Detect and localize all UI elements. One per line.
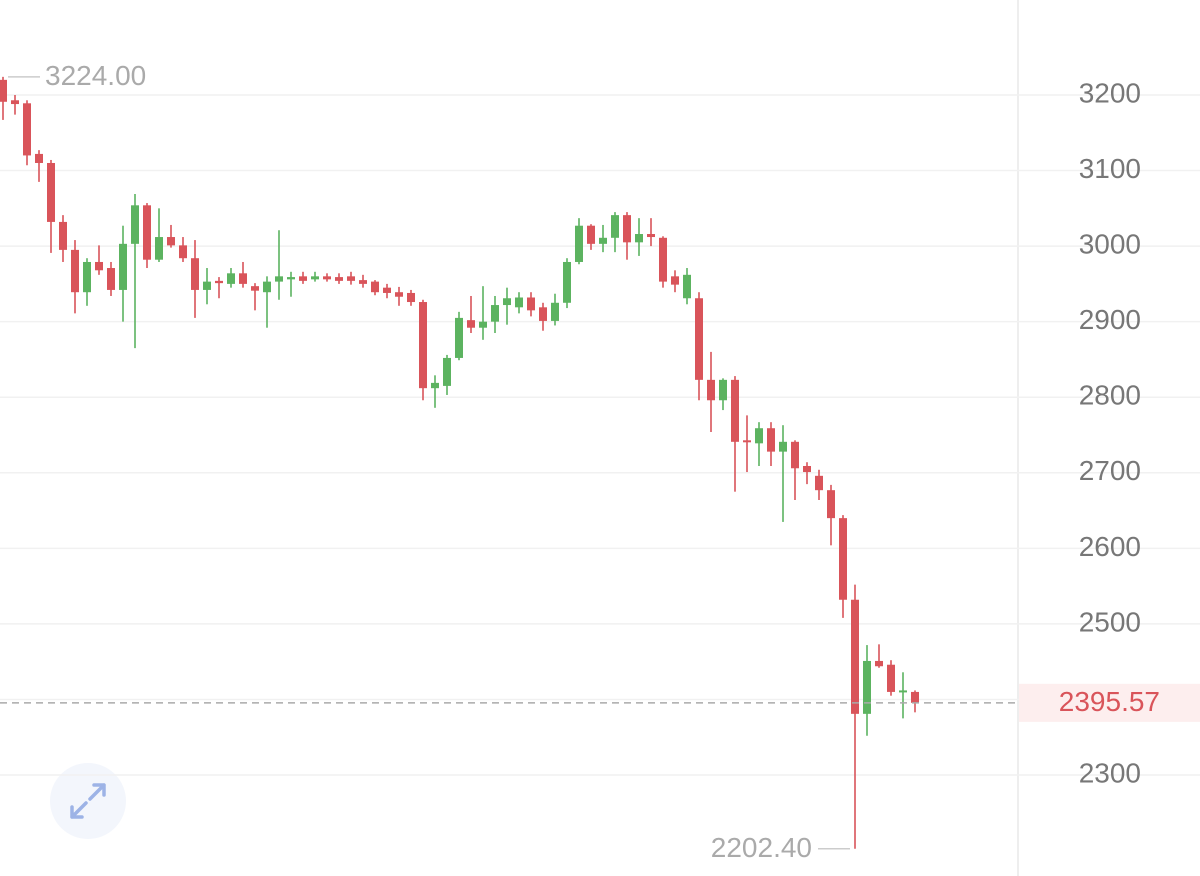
candle-body bbox=[839, 518, 847, 600]
candle-body bbox=[203, 281, 211, 290]
y-tick-label: 2900 bbox=[1079, 304, 1141, 335]
y-tick-label: 3100 bbox=[1079, 153, 1141, 184]
candle-body bbox=[119, 243, 127, 290]
candle-body bbox=[35, 153, 43, 163]
candle-body bbox=[347, 276, 355, 281]
y-tick-label: 2800 bbox=[1079, 380, 1141, 411]
candle-body bbox=[611, 215, 619, 238]
candle-body bbox=[635, 234, 643, 243]
candle-body bbox=[659, 237, 667, 282]
candle-body bbox=[179, 245, 187, 259]
candle-body bbox=[11, 100, 19, 105]
candle-body bbox=[251, 286, 259, 291]
candle-body bbox=[467, 320, 475, 328]
candle-body bbox=[563, 261, 571, 303]
candle-body bbox=[143, 205, 151, 260]
candle-body bbox=[335, 277, 343, 281]
candle-body bbox=[239, 273, 247, 284]
candle-body bbox=[755, 428, 763, 444]
candle-body bbox=[167, 237, 175, 246]
candle-body bbox=[731, 379, 739, 442]
candle-body bbox=[0, 79, 7, 102]
candle-body bbox=[311, 276, 319, 280]
candle-body bbox=[299, 276, 307, 281]
candle-body bbox=[479, 321, 487, 328]
candle-body bbox=[587, 225, 595, 244]
candle-body bbox=[287, 277, 295, 280]
candle-body bbox=[395, 292, 403, 297]
candle-body bbox=[359, 280, 367, 284]
candle-body bbox=[623, 215, 631, 243]
candle-body bbox=[539, 307, 547, 321]
y-tick-label: 2700 bbox=[1079, 455, 1141, 486]
candle-body bbox=[791, 441, 799, 469]
candle-body bbox=[95, 261, 103, 271]
candle-body bbox=[407, 292, 415, 303]
candle-body bbox=[419, 302, 427, 389]
candle-body bbox=[683, 274, 691, 299]
candle-body bbox=[527, 297, 535, 311]
candle-body bbox=[911, 691, 919, 703]
candle-body bbox=[371, 281, 379, 293]
candle-body bbox=[227, 273, 235, 284]
annotation-label: 3224.00 bbox=[45, 60, 146, 91]
candle-body bbox=[671, 276, 679, 285]
candle-body bbox=[875, 660, 883, 667]
candle-body bbox=[899, 690, 907, 693]
y-tick-label: 2300 bbox=[1079, 757, 1141, 788]
candle-body bbox=[719, 379, 727, 401]
candle-body bbox=[515, 297, 523, 308]
candles bbox=[0, 76, 919, 849]
candle-body bbox=[323, 276, 331, 280]
y-tick-label: 2600 bbox=[1079, 531, 1141, 562]
candle-body bbox=[47, 162, 55, 222]
candle-body bbox=[851, 599, 859, 714]
candle-body bbox=[59, 221, 67, 250]
candle-body bbox=[707, 379, 715, 401]
candle-body bbox=[695, 298, 703, 380]
candle-body bbox=[743, 440, 751, 443]
candle-body bbox=[443, 357, 451, 386]
candle-body bbox=[215, 280, 223, 284]
expand-button[interactable] bbox=[50, 763, 126, 839]
annotation-label: 2202.40 bbox=[711, 832, 812, 863]
candle-body bbox=[71, 249, 79, 293]
candle-body bbox=[131, 205, 139, 244]
candle-body bbox=[767, 428, 775, 452]
expand-button-bg[interactable] bbox=[50, 763, 126, 839]
y-tick-label: 3000 bbox=[1079, 228, 1141, 259]
candle-body bbox=[575, 225, 583, 262]
expand-icon[interactable] bbox=[70, 783, 106, 819]
y-tick-label: 2500 bbox=[1079, 606, 1141, 637]
candle-body bbox=[551, 302, 559, 321]
candle-body bbox=[887, 664, 895, 692]
candle-body bbox=[647, 234, 655, 238]
candle-body bbox=[815, 475, 823, 491]
candle-body bbox=[491, 305, 499, 322]
candle-body bbox=[455, 317, 463, 358]
candle-body bbox=[863, 660, 871, 714]
candle-body bbox=[23, 103, 31, 156]
candle-body bbox=[155, 237, 163, 260]
last-price-label: 2395.57 bbox=[1059, 686, 1160, 717]
candle-body bbox=[779, 441, 787, 452]
candle-body bbox=[275, 276, 283, 282]
y-tick-label: 3200 bbox=[1079, 77, 1141, 108]
candle-body bbox=[827, 490, 835, 519]
candle-body bbox=[83, 261, 91, 293]
candle-body bbox=[503, 298, 511, 306]
candle-body bbox=[383, 287, 391, 293]
candle-body bbox=[599, 237, 607, 244]
candle-body bbox=[191, 258, 199, 290]
candle-body bbox=[263, 281, 271, 293]
last-price-box bbox=[1019, 683, 1200, 722]
candle-body bbox=[107, 268, 115, 290]
candle-body bbox=[803, 465, 811, 473]
candle-body bbox=[431, 382, 439, 389]
